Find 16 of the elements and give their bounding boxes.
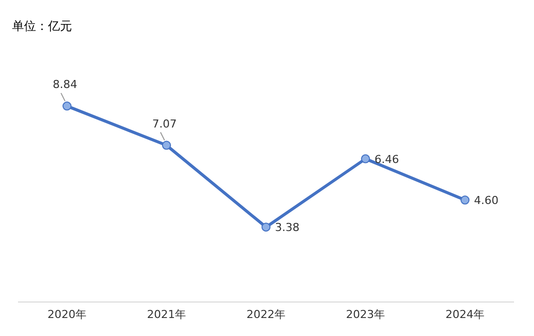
x-tick-label: 2023年: [346, 308, 385, 321]
data-label: 3.38: [275, 221, 300, 234]
point: [62, 102, 72, 111]
data-label: 7.07: [152, 117, 177, 130]
point: [460, 196, 470, 205]
text: 单位：亿元: [12, 18, 72, 35]
data-label: 4.60: [474, 194, 498, 208]
point: [162, 140, 171, 150]
point: [262, 222, 270, 232]
x-tick-label: 2022年: [246, 308, 286, 321]
data-label: 8.84: [52, 78, 78, 92]
x-tick-label: 2021年: [147, 308, 186, 321]
x-tick-label: 2020年: [48, 308, 86, 321]
point: [361, 154, 370, 164]
data-label: 6.46: [374, 152, 399, 166]
x-tick-label: 2024年: [446, 308, 484, 321]
